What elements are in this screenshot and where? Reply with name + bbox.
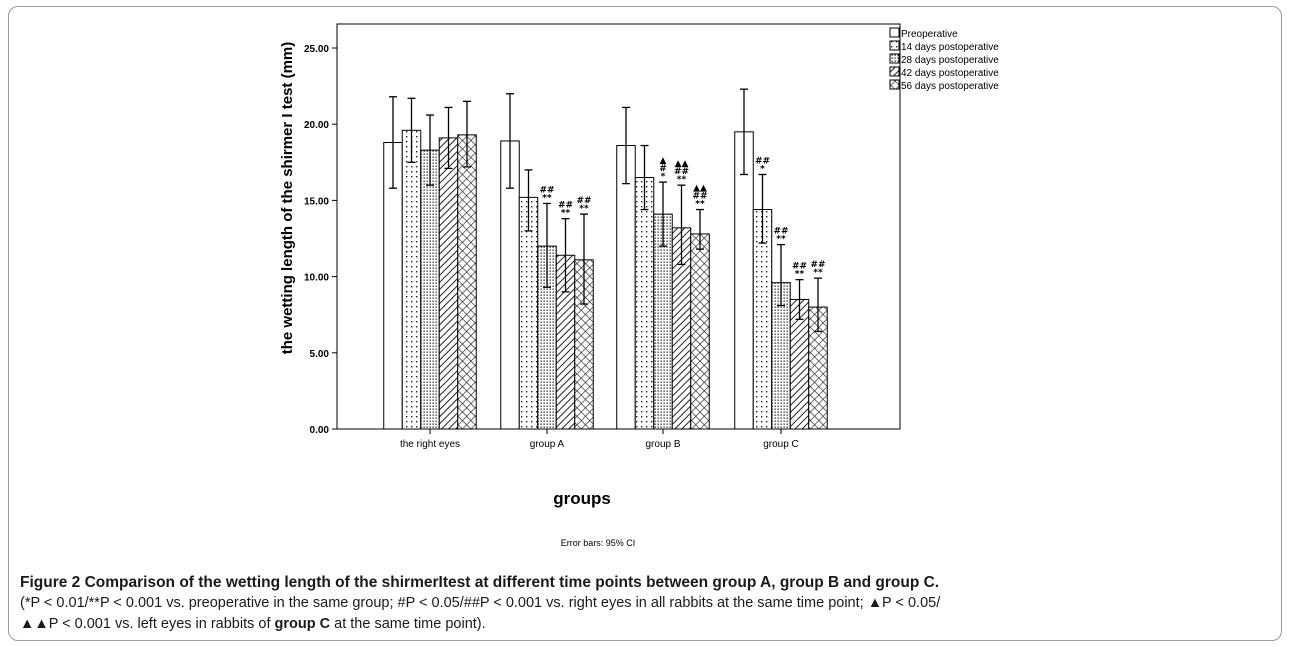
caption-line-2: (*P < 0.01/**P < 0.001 vs. preoperative …	[20, 595, 941, 611]
x-axis-label: groups	[553, 489, 611, 508]
significance-marker: ##	[755, 156, 770, 166]
caption-line-3-a: ▲▲P < 0.001 vs. left eyes in rabbits of	[20, 616, 275, 632]
significance-marker: **	[695, 200, 705, 210]
significance-marker: **	[795, 270, 805, 280]
bar	[734, 131, 754, 430]
significance-marker: ##	[773, 227, 788, 237]
x-tick-label: group B	[645, 439, 680, 450]
significance-marker: *	[760, 164, 765, 174]
caption-line-3-c: at the same time point).	[330, 616, 486, 632]
bars	[383, 129, 828, 430]
significance-marker: **	[561, 209, 571, 219]
legend-swatch	[889, 27, 900, 38]
legend-label: 14 days postoperative	[901, 42, 999, 53]
significance-marker: ##	[576, 196, 591, 206]
bar	[634, 177, 655, 430]
bar	[438, 137, 459, 430]
y-tick-label: 15.00	[304, 196, 329, 207]
significance-marker: **	[813, 268, 823, 278]
figure-caption: Figure 2 Comparison of the wetting lengt…	[20, 572, 1275, 635]
significance-marker: ##	[692, 192, 707, 202]
significance-marker: ▲▲	[693, 184, 707, 194]
significance-marker: *	[661, 172, 666, 182]
legend-swatch	[889, 40, 900, 51]
significance-marker: ##	[792, 262, 807, 272]
bar	[518, 196, 539, 430]
chart-footnote: Error bars: 95% CI	[561, 538, 636, 548]
bar	[457, 134, 477, 430]
significance-marker: ##	[539, 185, 554, 195]
significance-marker: #	[659, 164, 667, 174]
legend-swatch	[889, 53, 900, 64]
y-axis-label: the wetting length of the shirmer I test…	[279, 42, 296, 355]
legend-swatch	[889, 79, 900, 90]
significance-marker: **	[776, 235, 786, 245]
y-tick-label: 25.00	[304, 44, 329, 55]
x-tick-label: group A	[530, 439, 565, 450]
significance-markers: ##**##**##**▲#*▲▲##**▲▲##**##*##**##**##…	[539, 156, 825, 280]
significance-marker: ▲	[660, 156, 667, 166]
bar	[420, 149, 440, 430]
legend-label: 28 days postoperative	[901, 55, 999, 66]
y-tick-label: 20.00	[304, 120, 329, 131]
legend-swatch	[889, 66, 900, 77]
bar	[401, 129, 422, 430]
significance-marker: ##	[810, 260, 825, 270]
caption-line-3: ▲▲P < 0.001 vs. left eyes in rabbits of …	[20, 614, 1275, 635]
caption-line-3-group: group C	[274, 616, 331, 632]
legend-label: Preoperative	[901, 29, 958, 40]
x-tick-label: the right eyes	[400, 439, 460, 450]
y-tick-label: 0.00	[310, 425, 330, 436]
y-tick-label: 10.00	[304, 273, 329, 284]
bar	[690, 233, 710, 430]
significance-marker: ##	[674, 167, 689, 177]
x-tick-label: group C	[763, 439, 799, 450]
legend: Preoperative 14 days postoperative 28 days…	[889, 27, 999, 92]
significance-marker: **	[579, 204, 589, 214]
y-tick-label: 5.00	[310, 349, 330, 360]
error-bars	[389, 88, 822, 333]
y-axis-ticks: 0.00 5.00 10.00 15.00 20.00 25.00	[304, 44, 337, 436]
significance-marker: **	[677, 175, 687, 185]
caption-title: Figure 2 Comparison of the wetting lengt…	[20, 574, 940, 591]
legend-label: 56 days postoperative	[901, 81, 999, 92]
bar	[616, 145, 636, 430]
significance-marker: ▲▲	[675, 159, 689, 169]
significance-marker: **	[542, 193, 552, 203]
significance-marker: ##	[558, 201, 573, 211]
figure-frame	[8, 6, 1282, 641]
x-axis-ticks: the right eyes group A group B group C	[400, 429, 799, 450]
legend-label: 42 days postoperative	[901, 68, 999, 79]
